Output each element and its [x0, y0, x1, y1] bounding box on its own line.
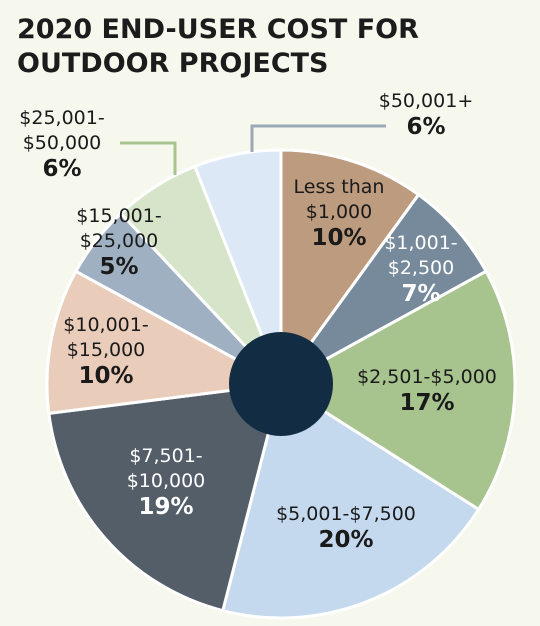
leader-lines	[120, 124, 386, 175]
slice-range-label: $10,001-	[63, 314, 148, 336]
slice-range-label: $50,001+	[379, 90, 474, 112]
pie-slice	[45, 269, 283, 415]
slice-range-label: Less than	[294, 176, 385, 198]
slice-percent-label: 6%	[406, 114, 445, 140]
pie-slice	[279, 193, 488, 386]
slice-range-label: $2,500	[388, 257, 454, 279]
slice-range-label: $15,000	[67, 339, 146, 361]
center-hole	[229, 332, 333, 436]
chart-title-line: OUTDOOR PROJECTS	[17, 48, 329, 79]
slice-range-label: $1,000	[306, 201, 372, 223]
slice-range-label: $25,000	[80, 230, 159, 252]
slice-range-label: $5,001-$7,500	[276, 503, 416, 525]
pie-slice	[221, 382, 481, 620]
slice-range-label: $15,001-	[76, 205, 161, 227]
slice-percent-label: 10%	[311, 225, 366, 251]
slice-range-label: $10,000	[127, 470, 206, 492]
slice-range-label: $1,001-	[384, 232, 457, 254]
leader-line	[120, 141, 177, 175]
pie-slice	[47, 382, 283, 613]
slice-range-label: $7,501-	[129, 445, 202, 467]
pie-slice	[279, 148, 421, 386]
slice-percent-label: 19%	[138, 494, 193, 520]
leader-line	[250, 124, 386, 152]
slice-range-label: $50,000	[23, 132, 102, 154]
slice-percent-label: 5%	[99, 254, 138, 280]
slice-percent-label: 7%	[401, 281, 440, 307]
pie-slice	[193, 148, 283, 386]
slice-percent-label: 20%	[318, 527, 373, 553]
slice-percent-label: 6%	[42, 156, 81, 182]
chart-title-line: 2020 END-USER COST FOR	[17, 14, 419, 45]
slice-percent-label: 10%	[78, 363, 133, 389]
slice-range-label: $25,001-	[19, 107, 104, 129]
pie-slices	[45, 148, 517, 620]
pie-slice	[279, 269, 517, 511]
slice-range-label: $2,501-$5,000	[357, 366, 497, 388]
slice-percent-label: 17%	[399, 390, 454, 416]
